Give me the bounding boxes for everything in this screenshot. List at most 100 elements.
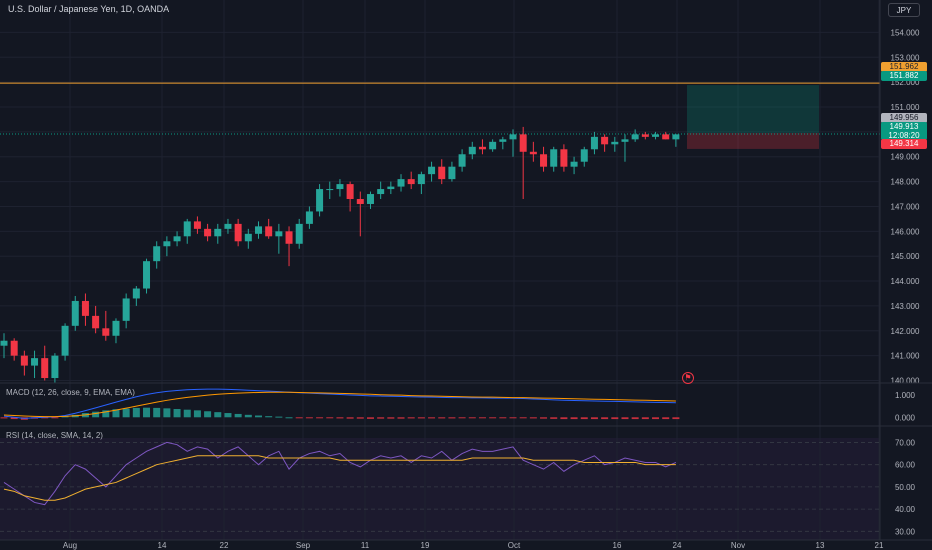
candle-body bbox=[499, 139, 507, 142]
candle-body bbox=[193, 221, 201, 229]
y-tick-label: 141.000 bbox=[891, 352, 920, 361]
macd-histogram-bar bbox=[112, 409, 120, 418]
candle-body bbox=[468, 146, 476, 155]
y-tick-label: 148.000 bbox=[891, 178, 920, 187]
candle-body bbox=[183, 221, 191, 237]
macd-histogram-bar bbox=[550, 417, 558, 419]
signal-line bbox=[3, 391, 676, 418]
macd-histogram-bar bbox=[214, 412, 222, 418]
candle-body bbox=[580, 149, 588, 162]
flag-icon[interactable]: ⚑ bbox=[682, 372, 694, 384]
x-tick-label: 24 bbox=[673, 541, 682, 550]
candle-body bbox=[153, 246, 161, 262]
rsi-band bbox=[0, 438, 880, 540]
candle-body bbox=[305, 211, 313, 224]
candle-body bbox=[81, 300, 89, 316]
candle-body bbox=[173, 236, 181, 242]
y-tick-label: 146.000 bbox=[891, 227, 920, 236]
candle-body bbox=[489, 141, 497, 150]
rsi-line bbox=[3, 441, 677, 506]
candle-body bbox=[662, 134, 670, 140]
candle-body bbox=[611, 141, 619, 145]
current-price-badge: 149.956 bbox=[881, 113, 927, 123]
macd-histogram-bar bbox=[570, 417, 578, 420]
y-tick-label: 151.000 bbox=[891, 103, 920, 112]
macd-histogram-bar bbox=[173, 409, 181, 418]
macd-histogram-bar bbox=[590, 417, 598, 420]
x-tick-label: Nov bbox=[731, 541, 745, 550]
candle-body bbox=[590, 136, 598, 150]
candle-body bbox=[570, 161, 578, 167]
y-tick-label: 143.000 bbox=[891, 302, 920, 311]
macd-histogram-bar bbox=[407, 417, 415, 419]
countdown-value: 12:08:20 bbox=[888, 131, 920, 140]
macd-histogram-bar bbox=[672, 417, 680, 420]
candle-body bbox=[407, 179, 415, 185]
macd-histogram-bar bbox=[51, 417, 59, 419]
candle-body bbox=[326, 189, 334, 191]
candle-body bbox=[529, 151, 537, 155]
macd-histogram-bar bbox=[132, 407, 140, 418]
y-tick-label: 140.000 bbox=[891, 377, 920, 386]
macd-histogram-bar bbox=[265, 416, 273, 418]
rsi-ma-line bbox=[3, 455, 676, 501]
rsi-y-tick: 60.00 bbox=[895, 461, 916, 470]
candle-body bbox=[275, 231, 283, 237]
macd-histogram-bar bbox=[509, 417, 517, 419]
macd-histogram-bar bbox=[10, 417, 18, 420]
y-tick-label: 142.000 bbox=[891, 327, 920, 336]
macd-histogram-bar bbox=[478, 417, 486, 419]
candle-body bbox=[387, 186, 395, 190]
candle-body bbox=[41, 358, 49, 379]
candle-body bbox=[122, 298, 130, 321]
rsi-pane bbox=[0, 441, 880, 532]
macd-y-tick: 1.000 bbox=[895, 391, 916, 400]
candle-body bbox=[61, 325, 69, 356]
macd-histogram-bar bbox=[387, 417, 395, 419]
y-tick-label: 149.000 bbox=[891, 153, 920, 162]
candle-body bbox=[428, 166, 436, 175]
stop-price-badge: 149.314 bbox=[881, 139, 927, 149]
macd-histogram-bar bbox=[0, 417, 8, 419]
macd-histogram-bar bbox=[662, 417, 670, 420]
candle-body bbox=[631, 134, 639, 140]
currency-button[interactable]: JPY bbox=[888, 3, 920, 17]
candle-body bbox=[438, 166, 446, 180]
macd-histogram-bar bbox=[580, 417, 588, 420]
macd-histogram-bar bbox=[346, 417, 354, 419]
candle-body bbox=[10, 340, 18, 356]
candle-body bbox=[102, 328, 110, 336]
candle-body bbox=[417, 174, 425, 185]
macd-histogram-bar bbox=[122, 408, 130, 418]
candle-body bbox=[356, 199, 364, 204]
candle-body bbox=[652, 134, 660, 137]
candle-body bbox=[92, 315, 100, 329]
candle-body bbox=[295, 223, 303, 244]
candle-body bbox=[601, 136, 609, 145]
macd-histogram-bar bbox=[305, 417, 313, 419]
macd-histogram-bar bbox=[92, 411, 100, 418]
macd-histogram-bar bbox=[316, 417, 324, 419]
candle-body bbox=[397, 179, 405, 187]
rsi-label[interactable]: RSI (14, close, SMA, 14, 2) bbox=[6, 431, 103, 440]
candle-body bbox=[478, 146, 486, 150]
candle-body bbox=[0, 340, 8, 346]
x-tick-label: 14 bbox=[158, 541, 167, 550]
macd-histogram-bar bbox=[234, 413, 242, 418]
candle-body bbox=[672, 134, 680, 140]
candle-body bbox=[336, 184, 344, 190]
profit-zone bbox=[687, 85, 819, 133]
macd-histogram-bar bbox=[143, 407, 151, 418]
macd-histogram-bar bbox=[356, 417, 364, 419]
macd-histogram-bar bbox=[336, 417, 344, 419]
rsi-y-tick: 50.00 bbox=[895, 483, 916, 492]
x-tick-label: 11 bbox=[361, 541, 370, 550]
macd-histogram-bar bbox=[244, 414, 252, 418]
macd-label[interactable]: MACD (12, 26, close, 9, EMA, EMA) bbox=[6, 388, 135, 397]
macd-histogram-bar bbox=[275, 416, 283, 418]
x-tick-label: Aug bbox=[63, 541, 77, 550]
position-box bbox=[0, 85, 880, 149]
macd-histogram-bar bbox=[468, 417, 476, 419]
macd-histogram-bar bbox=[438, 417, 446, 419]
macd-histogram-bar bbox=[204, 411, 212, 418]
